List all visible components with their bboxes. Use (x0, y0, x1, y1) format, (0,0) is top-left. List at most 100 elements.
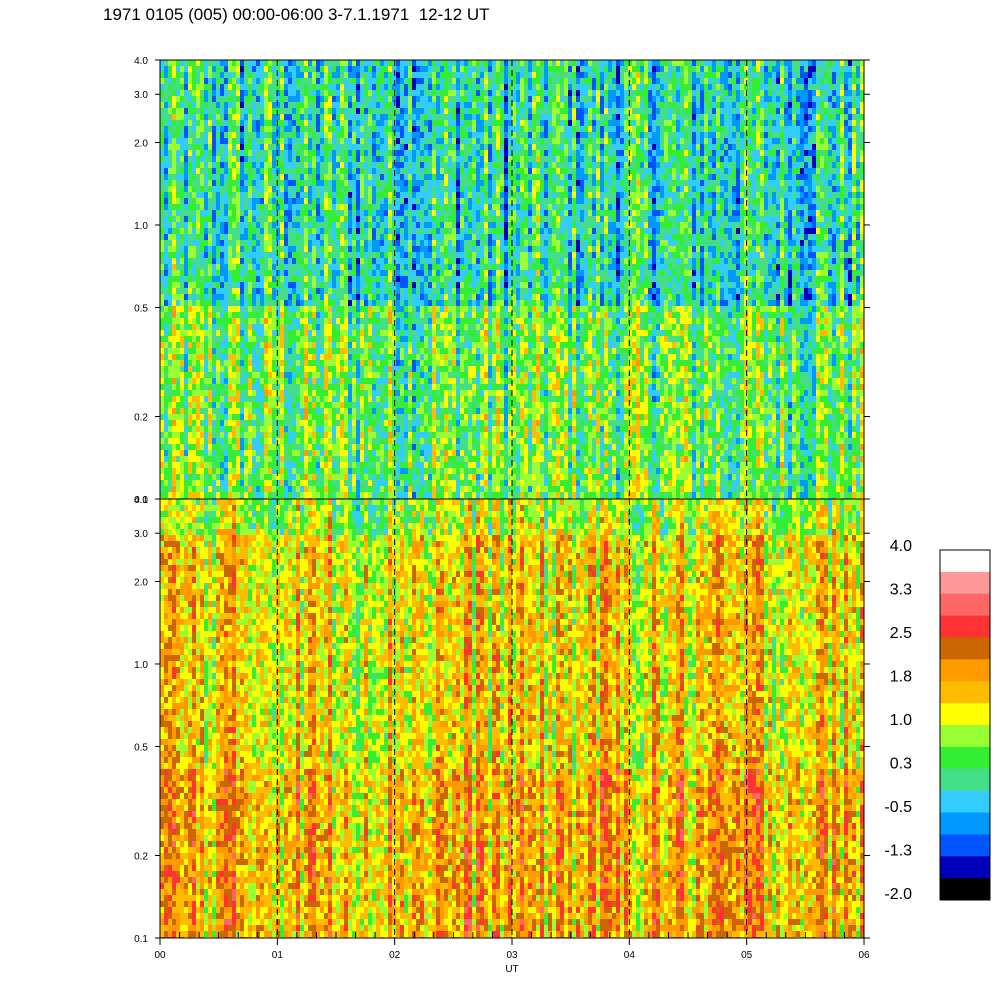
heatmap-cell (420, 468, 424, 474)
heatmap-cell (212, 420, 216, 426)
heatmap-cell (308, 414, 312, 420)
heatmap-cell (344, 144, 348, 150)
heatmap-cell (232, 342, 236, 348)
heatmap-cell (180, 312, 184, 318)
heatmap-cell (308, 396, 312, 402)
heatmap-cell (348, 420, 352, 426)
heatmap-cell (168, 204, 172, 210)
heatmap-cell (256, 138, 260, 144)
heatmap-cell (256, 252, 260, 258)
heatmap-cell (224, 408, 228, 414)
heatmap-cell (352, 204, 356, 210)
heatmap-cell (316, 96, 320, 102)
heatmap-cell (212, 432, 216, 438)
heatmap-cell (216, 138, 220, 144)
heatmap-cell (236, 246, 240, 252)
heatmap-cell (408, 342, 412, 348)
heatmap-cell (168, 306, 172, 312)
heatmap-cell (284, 102, 288, 108)
heatmap-cell (364, 108, 368, 114)
heatmap-cell (408, 132, 412, 138)
heatmap-cell (164, 168, 168, 174)
heatmap-cell (388, 480, 392, 486)
heatmap-cell (356, 174, 360, 180)
heatmap-cell (296, 456, 300, 462)
heatmap-cell (220, 252, 224, 258)
heatmap-cell (212, 66, 216, 72)
heatmap-cell (364, 492, 368, 498)
heatmap-cell (168, 294, 172, 300)
heatmap-cell (368, 228, 372, 234)
heatmap-cell (404, 360, 408, 366)
heatmap-cell (232, 66, 236, 72)
heatmap-cell (284, 204, 288, 210)
heatmap-cell (420, 372, 424, 378)
heatmap-cell (220, 438, 224, 444)
heatmap-cell (276, 240, 280, 246)
heatmap-cell (372, 324, 376, 330)
heatmap-cell (312, 348, 316, 354)
heatmap-cell (288, 96, 292, 102)
heatmap-cell (372, 240, 376, 246)
heatmap-cell (316, 216, 320, 222)
heatmap-cell (352, 222, 356, 228)
heatmap-cell (276, 126, 280, 132)
heatmap-cell (172, 78, 176, 84)
heatmap-cell (368, 492, 372, 498)
heatmap-cell (352, 210, 356, 216)
heatmap-cell (288, 450, 292, 456)
heatmap-cell (220, 222, 224, 228)
heatmap-cell (168, 426, 172, 432)
heatmap-cell (392, 252, 396, 258)
heatmap-cell (272, 306, 276, 312)
heatmap-cell (372, 396, 376, 402)
heatmap-cell (240, 462, 244, 468)
heatmap-cell (400, 360, 404, 366)
heatmap-cell (316, 162, 320, 168)
heatmap-cell (264, 378, 268, 384)
heatmap-cell (216, 66, 220, 72)
heatmap-cell (340, 108, 344, 114)
heatmap-cell (304, 150, 308, 156)
heatmap-cell (408, 90, 412, 96)
heatmap-cell (196, 150, 200, 156)
heatmap-cell (384, 480, 388, 486)
heatmap-cell (192, 306, 196, 312)
heatmap-cell (348, 282, 352, 288)
heatmap-cell (188, 138, 192, 144)
heatmap-cell (172, 246, 176, 252)
heatmap-cell (180, 66, 184, 72)
heatmap-cell (192, 246, 196, 252)
heatmap-cell (388, 60, 392, 66)
heatmap-cell (404, 336, 408, 342)
heatmap-cell (364, 258, 368, 264)
heatmap-cell (316, 474, 320, 480)
heatmap-cell (320, 426, 324, 432)
heatmap-cell (352, 132, 356, 138)
heatmap-cell (300, 294, 304, 300)
heatmap-cell (324, 318, 328, 324)
heatmap-cell (264, 198, 268, 204)
heatmap-cell (264, 102, 268, 108)
heatmap-cell (280, 144, 284, 150)
heatmap-cell (416, 162, 420, 168)
heatmap-cell (284, 144, 288, 150)
heatmap-cell (260, 192, 264, 198)
heatmap-cell (384, 402, 388, 408)
heatmap-cell (348, 204, 352, 210)
heatmap-cell (240, 372, 244, 378)
heatmap-cell (184, 168, 188, 174)
heatmap-cell (224, 390, 228, 396)
heatmap-cell (264, 474, 268, 480)
heatmap-cell (424, 186, 428, 192)
heatmap-cell (336, 102, 340, 108)
heatmap-cell (320, 102, 324, 108)
heatmap-cell (400, 156, 404, 162)
heatmap-cell (212, 336, 216, 342)
heatmap-cell (192, 438, 196, 444)
heatmap-cell (216, 324, 220, 330)
heatmap-cell (228, 264, 232, 270)
heatmap-cell (256, 348, 260, 354)
heatmap-cell (160, 66, 164, 72)
heatmap-cell (168, 156, 172, 162)
